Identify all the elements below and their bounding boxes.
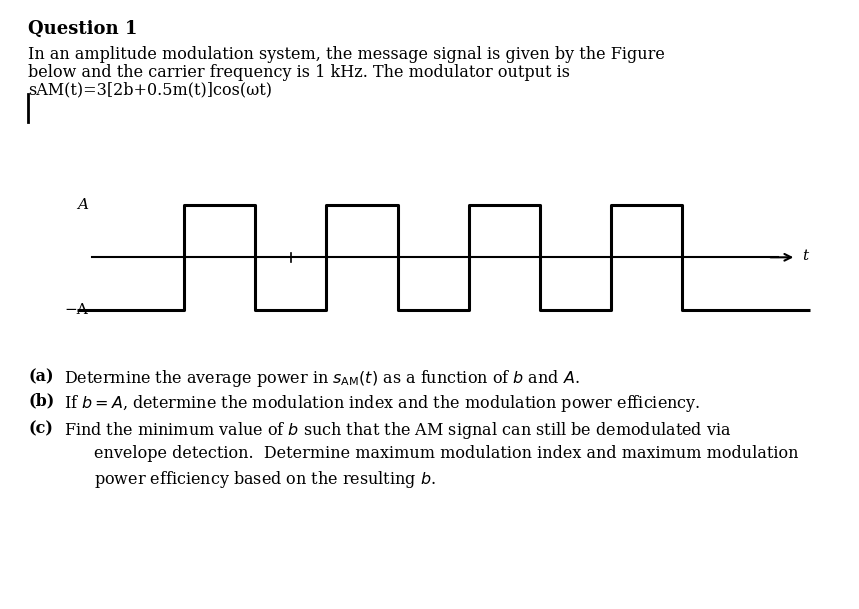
Text: Find the minimum value of $b$ such that the AM signal can still be demodulated v: Find the minimum value of $b$ such that … [64, 420, 732, 441]
Text: (c): (c) [28, 420, 53, 437]
Text: power efficiency based on the resulting $b$.: power efficiency based on the resulting … [94, 469, 436, 490]
Text: t: t [801, 248, 808, 262]
Text: A: A [77, 198, 88, 212]
Text: In an amplitude modulation system, the message signal is given by the Figure: In an amplitude modulation system, the m… [28, 46, 665, 63]
Text: If $b = A$, determine the modulation index and the modulation power efficiency.: If $b = A$, determine the modulation ind… [64, 393, 701, 414]
Text: (b): (b) [28, 393, 55, 410]
Text: Determine the average power in $s_\mathrm{AM}(t)$ as a function of $b$ and $A$.: Determine the average power in $s_\mathr… [64, 368, 580, 389]
Text: Question 1: Question 1 [28, 19, 137, 38]
Text: below and the carrier frequency is 1 kHz. The modulator output is: below and the carrier frequency is 1 kHz… [28, 64, 570, 81]
Text: sAM(t)=3[2b+0.5m(t)]cos(ωt): sAM(t)=3[2b+0.5m(t)]cos(ωt) [28, 82, 272, 99]
Text: (a): (a) [28, 368, 54, 385]
Text: −A: −A [64, 303, 88, 317]
Text: envelope detection.  Determine maximum modulation index and maximum modulation: envelope detection. Determine maximum mo… [94, 445, 798, 462]
